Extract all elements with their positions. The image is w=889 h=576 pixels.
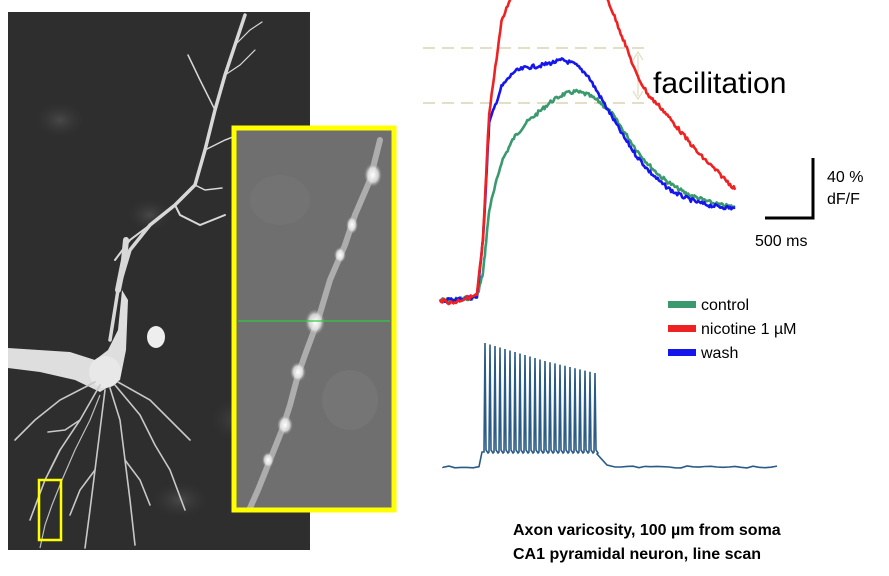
scale-bar-y-unit: dF/F (827, 191, 860, 208)
legend-swatch-control (668, 301, 696, 308)
caption-line-1: Axon varicosity, 100 µm from soma (513, 522, 781, 539)
axon-zoom-inset (231, 125, 397, 513)
scale-bar: 40 % dF/F 500 ms (755, 158, 863, 250)
legend-label-nicotine: nicotine 1 µM (701, 321, 796, 338)
trace-nicotine (438, 0, 737, 306)
axon-roi-box (37, 478, 63, 542)
scale-bar-y-value: 40 % (827, 169, 863, 186)
legend-swatch-nicotine (668, 325, 696, 332)
legend-label-control: control (701, 297, 749, 314)
caption-line-2: CA1 pyramidal neuron, line scan (513, 546, 761, 563)
legend-swatch-wash (668, 349, 696, 356)
facilitation-label: facilitation (653, 67, 786, 100)
trace-control (439, 88, 736, 303)
spike-train-trace (442, 342, 778, 469)
facilitation-annotation: facilitation (423, 47, 786, 104)
scale-bar-lines (765, 158, 815, 220)
fluorescence-traces (438, 0, 737, 306)
legend-label-wash: wash (700, 345, 738, 362)
legend: control nicotine 1 µM wash (668, 297, 796, 362)
scale-bar-x-label: 500 ms (755, 233, 807, 250)
